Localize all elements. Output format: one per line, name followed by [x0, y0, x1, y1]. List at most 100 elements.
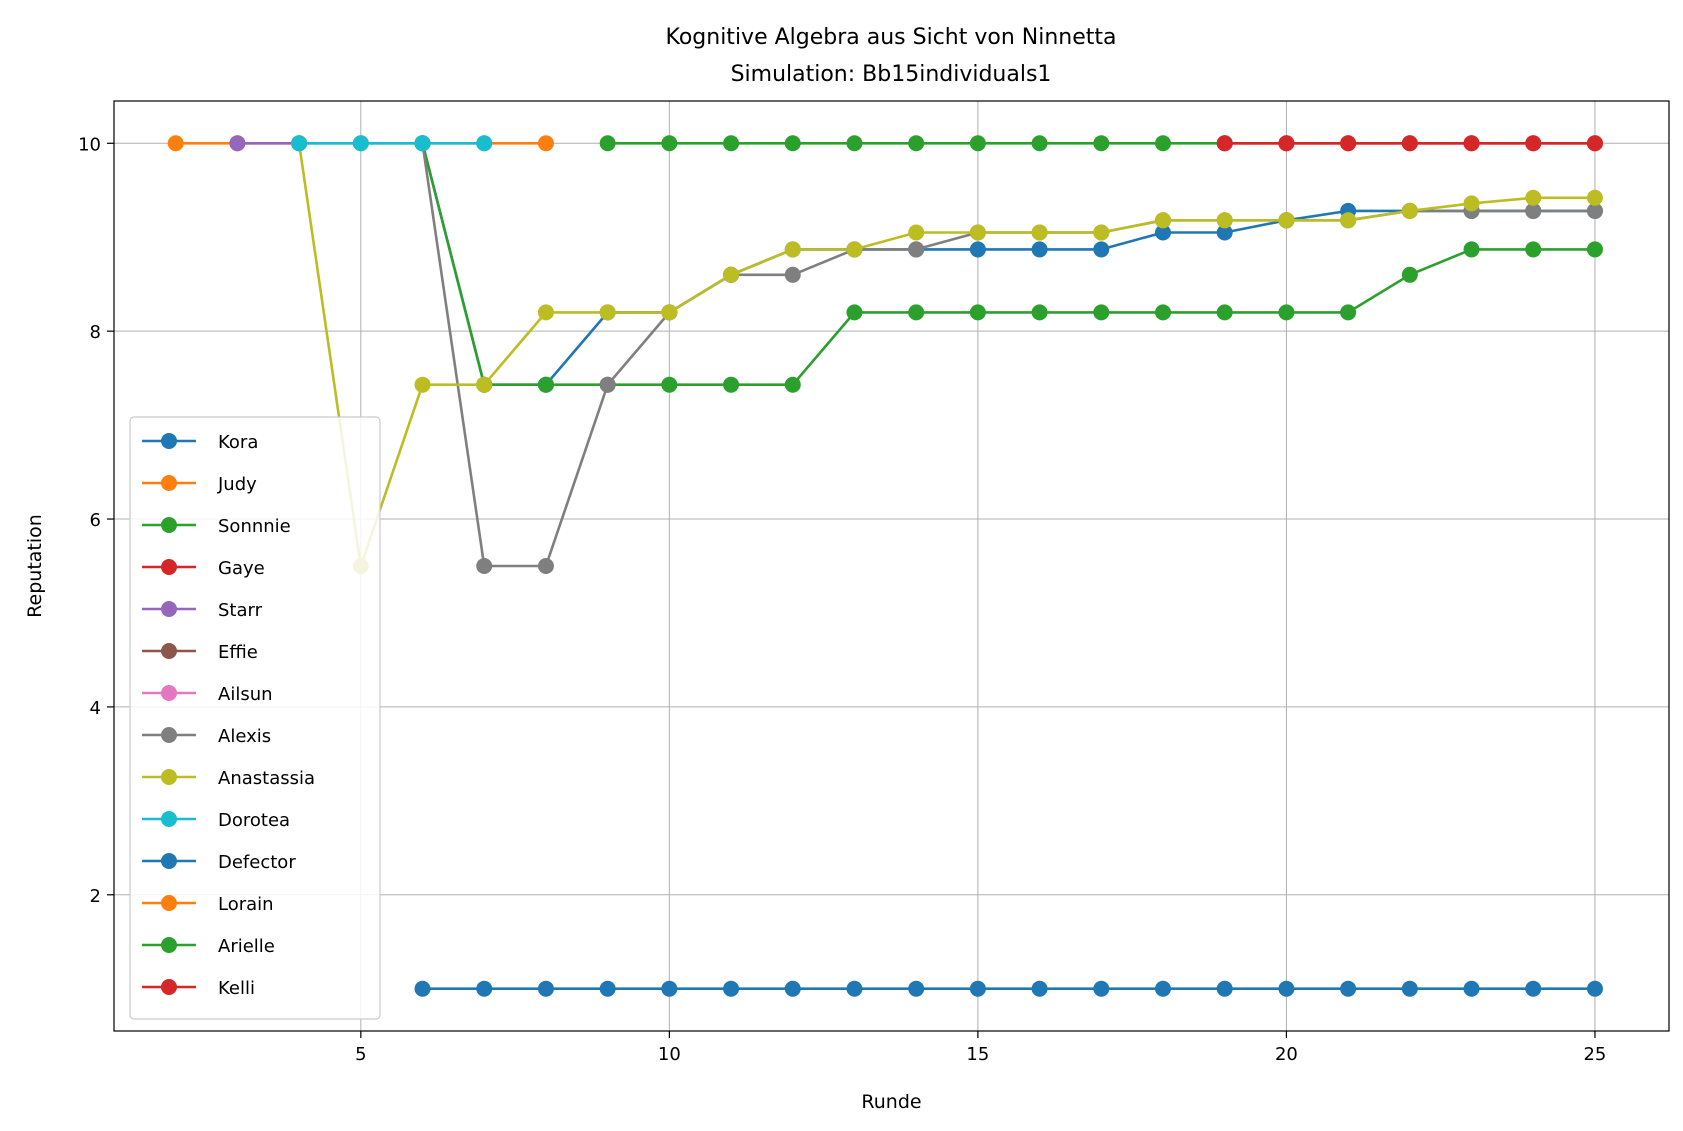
chart-title: Kognitive Algebra aus Sicht von Ninnetta — [666, 25, 1117, 50]
data-point — [969, 224, 986, 241]
series-line — [421, 142, 1595, 387]
x-tick-label: 25 — [1583, 1044, 1606, 1065]
legend-marker — [161, 685, 177, 701]
x-tick-label: 15 — [966, 1044, 989, 1065]
data-point — [846, 135, 863, 152]
data-point — [167, 135, 184, 152]
data-point — [1340, 980, 1357, 997]
data-point — [537, 558, 554, 574]
data-point — [1093, 241, 1110, 258]
data-point — [969, 304, 986, 321]
legend-label: Gaye — [218, 558, 265, 579]
data-point — [784, 980, 801, 997]
data-point — [908, 224, 925, 241]
legend-marker — [161, 937, 177, 953]
legend-marker — [161, 559, 177, 575]
data-point — [846, 980, 863, 997]
data-point — [537, 980, 554, 997]
data-point — [537, 304, 554, 321]
data-point — [1463, 135, 1480, 152]
legend-marker — [161, 517, 177, 533]
chart-subtitle: Simulation: Bb15individuals1 — [731, 62, 1052, 87]
data-point — [1340, 135, 1357, 152]
data-point — [784, 266, 801, 283]
data-point — [1525, 135, 1542, 152]
data-point — [476, 376, 493, 393]
data-point — [1340, 304, 1357, 321]
data-point — [1525, 189, 1542, 206]
data-point — [599, 980, 616, 997]
legend-item: Gaye — [142, 558, 265, 579]
data-point — [723, 135, 740, 152]
data-point — [1525, 202, 1542, 219]
legend-marker — [161, 643, 177, 659]
legend-box — [129, 416, 381, 1020]
series-line — [297, 143, 1595, 568]
legend-item: Kelli — [142, 978, 255, 999]
data-point — [1031, 304, 1048, 321]
legend-label: Kelli — [218, 978, 255, 999]
legend-label: Dorotea — [218, 810, 290, 831]
data-point — [661, 135, 678, 152]
data-point — [661, 376, 678, 393]
data-point — [908, 135, 925, 152]
data-point — [1463, 195, 1480, 212]
legend-label: Lorain — [218, 894, 274, 915]
axis-ticks: 5 10 15 20 25 2 4 6 8 10 — [78, 134, 1606, 1065]
legend-item: Defector — [142, 852, 296, 873]
data-point — [1093, 304, 1110, 321]
series-dorotea — [291, 135, 493, 152]
legend-label: Judy — [217, 474, 257, 495]
x-tick-label: 10 — [658, 1044, 681, 1065]
data-point — [1216, 304, 1233, 321]
legend-item: Starr — [142, 600, 263, 621]
legend-item: Sonnnie — [142, 516, 291, 537]
data-point — [537, 376, 554, 393]
data-point — [1216, 980, 1233, 997]
legend-item: Kora — [142, 432, 258, 453]
x-tick-label: 20 — [1275, 1044, 1298, 1065]
legend-item: Arielle — [142, 936, 275, 957]
y-axis-label: Reputation — [24, 514, 46, 618]
series-line — [421, 142, 1595, 387]
legend-label: Defector — [218, 852, 296, 873]
data-point — [1278, 980, 1295, 997]
data-point — [1340, 212, 1357, 229]
y-tick-label: 2 — [90, 886, 101, 907]
data-point — [1155, 304, 1172, 321]
data-point — [414, 135, 431, 152]
y-tick-label: 6 — [90, 510, 101, 531]
data-point — [846, 241, 863, 258]
data-point — [1093, 135, 1110, 152]
data-point — [1093, 224, 1110, 241]
data-point — [1031, 241, 1048, 258]
legend-item: Anastassia — [142, 768, 315, 789]
legend-label: Ailsun — [218, 684, 273, 705]
legend-item: Judy — [142, 474, 257, 495]
data-point — [1278, 304, 1295, 321]
data-point — [1586, 189, 1603, 206]
data-point — [1525, 980, 1542, 997]
x-tick-label: 5 — [355, 1044, 366, 1065]
legend-item: Ailsun — [142, 684, 273, 705]
data-point — [969, 241, 986, 258]
legend-marker — [161, 811, 177, 827]
legend-marker — [161, 979, 177, 995]
data-point — [414, 376, 431, 393]
y-tick-label: 8 — [90, 322, 101, 343]
legend-label: Effie — [218, 642, 258, 663]
data-point — [1525, 241, 1542, 258]
legend-marker — [161, 853, 177, 869]
data-point — [784, 376, 801, 393]
series-kora — [414, 135, 1603, 393]
legend-marker — [161, 727, 177, 743]
data-point — [599, 376, 616, 393]
data-point — [1463, 241, 1480, 258]
series-layer — [167, 135, 1603, 997]
series-kelli — [1216, 135, 1603, 152]
legend-item: Alexis — [142, 726, 271, 747]
data-point — [1401, 135, 1418, 152]
x-axis-label: Runde — [861, 1091, 921, 1113]
data-point — [352, 135, 369, 152]
legend-label: Anastassia — [218, 768, 315, 789]
